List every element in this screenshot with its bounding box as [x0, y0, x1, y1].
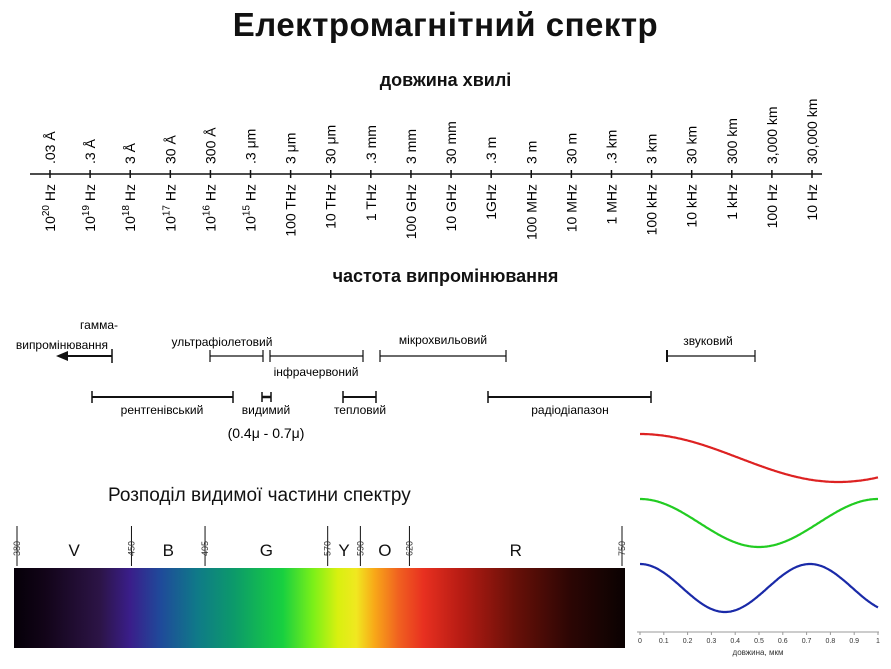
frequency-tick-label: 1GHz: [483, 184, 499, 220]
band-xray: рентгенівський: [91, 391, 234, 417]
wave-axis-tick-label: 0.3: [707, 638, 717, 645]
wavelength-heading: довжина хвилі: [379, 70, 512, 90]
spectrum-boundary-label: 380: [12, 541, 22, 556]
frequency-tick-label: 1019 Hz: [81, 184, 98, 232]
wavelength-tick-label: 3,000 km: [764, 106, 780, 164]
spectrum-boundary-label: 620: [404, 541, 414, 556]
band-label-ir: інфрачервоний: [274, 365, 359, 379]
spectrum-color-letter: Y: [338, 541, 349, 560]
wave-panel: довжина, мкм 0 0.1 0.2 0.3 0.4 0.5 0.6 0.7 0.8 0.…: [637, 432, 880, 657]
band-visible: видимий (0.4μ - 0.7μ): [228, 392, 305, 441]
wavelength-tick-label: 3 Å: [122, 142, 138, 164]
frequency-tick-label: 1 THz: [363, 184, 379, 221]
band-label-uv: ультрафіолетовий: [172, 335, 273, 349]
spectrum-boundary-label: 590: [355, 541, 365, 556]
frequency-tick-label: 100 GHz: [403, 184, 419, 239]
wavelength-tick-label: 3 mm: [403, 129, 419, 164]
wave-axis-tick-label: 0: [638, 638, 642, 645]
wave-xlabel: довжина, мкм: [733, 648, 784, 657]
spectrum-color-letter: B: [163, 541, 174, 560]
wavelength-tick-label: .3 mm: [363, 125, 379, 164]
spectrum-color-letter: G: [260, 541, 273, 560]
band-label-thermal: тепловий: [334, 403, 386, 417]
frequency-tick-label: 100 Hz: [764, 184, 780, 228]
spectrum-boundary-label: 495: [200, 541, 210, 556]
band-uv: ультрафіолетовий: [172, 335, 273, 362]
visible-range-label: (0.4μ - 0.7μ): [228, 425, 305, 441]
wavelength-tick-label: 30 Å: [162, 135, 178, 164]
wave-axis-tick-label: 0.9: [849, 638, 859, 645]
frequency-tick-label: 1018 Hz: [121, 184, 138, 232]
wavelength-tick-label: .3 Å: [82, 138, 98, 164]
spectrum-boundary-label: 750: [617, 541, 627, 556]
wave-series: [640, 432, 879, 484]
frequency-tick-label: 1015 Hz: [242, 184, 259, 232]
wavelength-tick-label: .3 m: [483, 137, 499, 164]
band-label-sound: звуковий: [683, 334, 732, 348]
band-label-microwave: мікрохвильовий: [399, 333, 487, 347]
frequency-tick-label: 100 kHz: [644, 184, 660, 235]
frequency-tick-label: 1020 Hz: [41, 184, 58, 232]
wavelength-tick-label: 300 Å: [202, 127, 218, 164]
frequency-tick-label: 1016 Hz: [201, 184, 218, 232]
wavelength-tick-label: .3 km: [603, 130, 619, 164]
wave-axis-tick-label: 0.4: [730, 638, 740, 645]
wave-axis-tick-label: 0.2: [683, 638, 693, 645]
spectrum-boundary-label: 570: [323, 541, 333, 556]
band-radio: радіодіапазон: [487, 391, 652, 417]
band-label-gamma: гамма-: [80, 318, 118, 332]
wave-axis-tick-label: 0.6: [778, 638, 788, 645]
frequency-tick-label: 100 MHz: [523, 184, 539, 240]
band-label-visible: видимий: [242, 403, 290, 417]
visible-spectrum-gradient: [14, 568, 625, 648]
frequency-tick-label: 1 kHz: [724, 184, 740, 220]
band-thermal: тепловий: [334, 391, 386, 417]
frequency-tick-label: 10 MHz: [563, 184, 579, 232]
band-label-xray: рентгенівський: [121, 403, 204, 417]
wavelength-tick-label: 30 m: [563, 133, 579, 164]
wavelength-tick-label: 300 km: [724, 118, 740, 164]
wave-axis-tick-label: 0.8: [826, 638, 836, 645]
frequency-tick-label: 1 MHz: [603, 184, 619, 224]
wavelength-tick-label: 30 μm: [323, 125, 339, 164]
page-title: Електромагнітний спектр: [232, 6, 659, 43]
spectrum-color-letter: O: [378, 541, 391, 560]
band-label-radio: радіодіапазон: [531, 403, 608, 417]
frequency-tick-label: 1017 Hz: [161, 184, 178, 232]
band-ir: інфрачервоний: [269, 350, 364, 379]
wavelength-tick-label: 3 μm: [283, 133, 299, 164]
frequency-heading: частота випромінювання: [332, 266, 559, 286]
band-microwave: мікрохвильовий: [379, 333, 507, 362]
wavelength-tick-label: 3 m: [523, 141, 539, 164]
spectrum-color-letter: V: [69, 541, 81, 560]
wavelength-tick-label: 30,000 km: [804, 99, 820, 164]
visible-spectrum-title: Розподіл видимої частини спектру: [108, 485, 411, 506]
wave-axis-tick-label: 0.5: [754, 638, 764, 645]
scale-axis: .03 Å 1020 Hz .3 Å 1019 Hz 3 Å 1018 Hz 30 Å 101…: [30, 99, 822, 240]
band-label-gamma-2: випромінювання: [16, 338, 108, 352]
wave-series: [640, 497, 878, 549]
wavelength-tick-label: .3 μm: [243, 129, 259, 164]
frequency-tick-label: 100 THz: [283, 184, 299, 237]
spectrum-color-letter: R: [510, 541, 522, 560]
band-gamma: гамма- випромінювання: [16, 318, 118, 363]
wavelength-tick-label: .03 Å: [42, 131, 58, 164]
spectrum-boundary-label: 450: [126, 541, 136, 556]
wave-axis-tick-label: 0.7: [802, 638, 812, 645]
band-sound: звуковий: [666, 334, 756, 362]
wavelength-tick-label: 30 km: [684, 126, 700, 164]
frequency-tick-label: 10 kHz: [684, 184, 700, 228]
wave-series: [640, 562, 879, 614]
frequency-tick-label: 10 Hz: [804, 184, 820, 221]
frequency-tick-label: 10 THz: [323, 184, 339, 229]
frequency-tick-label: 10 GHz: [443, 184, 459, 231]
visible-spectrum: 380 450 495 570 590 620 750 V B G Y O R: [12, 526, 627, 648]
wavelength-tick-label: 3 km: [644, 134, 660, 164]
band-bars: гамма- випромінювання ультрафіолетовий і…: [16, 318, 756, 441]
wave-axis-tick-label: 0.1: [659, 638, 669, 645]
wave-axis-tick-label: 1: [876, 638, 880, 645]
wavelength-tick-label: 30 mm: [443, 121, 459, 164]
